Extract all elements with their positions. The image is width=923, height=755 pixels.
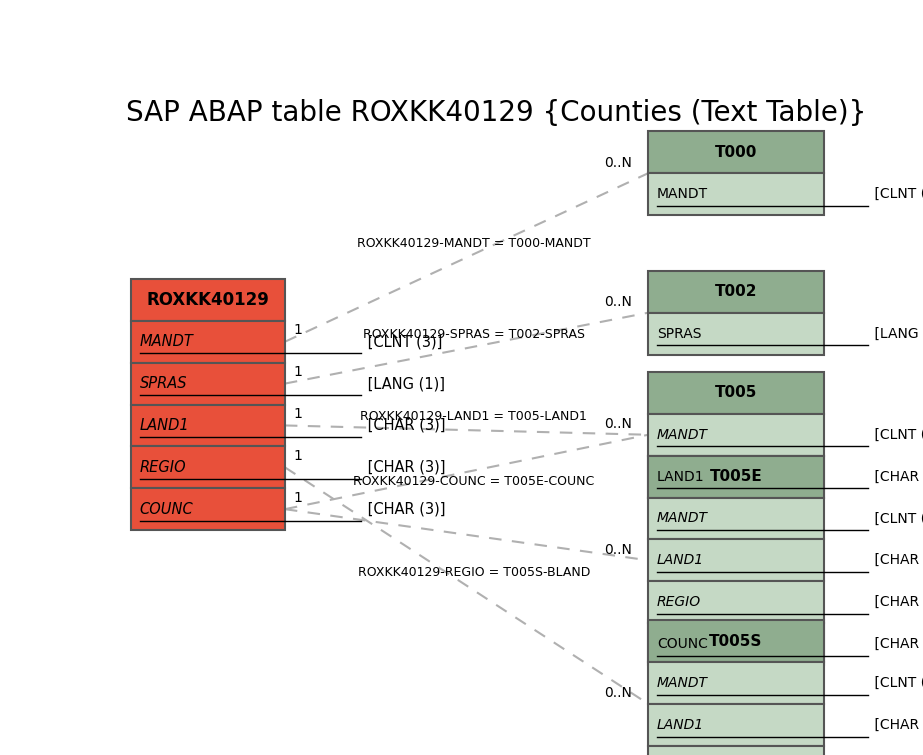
Text: ROXKK40129-SPRAS = T002-SPRAS: ROXKK40129-SPRAS = T002-SPRAS: [363, 328, 585, 341]
Text: T005E: T005E: [710, 469, 762, 484]
Text: 1: 1: [294, 407, 303, 421]
FancyBboxPatch shape: [648, 456, 823, 498]
FancyBboxPatch shape: [131, 488, 285, 530]
Text: 1: 1: [294, 323, 303, 337]
Text: T002: T002: [714, 284, 757, 299]
FancyBboxPatch shape: [648, 313, 823, 355]
Text: ROXKK40129-REGIO = T005S-BLAND: ROXKK40129-REGIO = T005S-BLAND: [357, 565, 590, 578]
FancyBboxPatch shape: [131, 279, 285, 321]
Text: 1: 1: [294, 365, 303, 379]
Text: REGIO: REGIO: [139, 460, 186, 475]
Text: T000: T000: [714, 145, 757, 160]
Text: SPRAS: SPRAS: [139, 376, 187, 391]
FancyBboxPatch shape: [648, 662, 823, 704]
Text: COUNC: COUNC: [657, 637, 708, 651]
Text: 0..N: 0..N: [604, 156, 632, 170]
Text: [CHAR (3)]: [CHAR (3)]: [870, 637, 923, 651]
FancyBboxPatch shape: [648, 581, 823, 623]
FancyBboxPatch shape: [131, 362, 285, 405]
Text: 0..N: 0..N: [604, 295, 632, 310]
FancyBboxPatch shape: [648, 131, 823, 173]
FancyBboxPatch shape: [648, 173, 823, 215]
Text: MANDT: MANDT: [657, 511, 708, 525]
Text: ROXKK40129-MANDT = T000-MANDT: ROXKK40129-MANDT = T000-MANDT: [357, 238, 591, 251]
FancyBboxPatch shape: [131, 321, 285, 362]
Text: LAND1: LAND1: [657, 553, 704, 567]
Text: [LANG (1)]: [LANG (1)]: [364, 376, 446, 391]
Text: ROXKK40129: ROXKK40129: [147, 291, 270, 309]
Text: [CHAR (3)]: [CHAR (3)]: [870, 470, 923, 484]
Text: COUNC: COUNC: [139, 501, 194, 516]
Text: MANDT: MANDT: [657, 428, 708, 442]
Text: 0..N: 0..N: [604, 686, 632, 701]
FancyBboxPatch shape: [648, 539, 823, 581]
Text: [CLNT (3)]: [CLNT (3)]: [364, 334, 443, 350]
Text: ROXKK40129-LAND1 = T005-LAND1: ROXKK40129-LAND1 = T005-LAND1: [360, 410, 587, 423]
Text: LAND1: LAND1: [657, 718, 704, 732]
FancyBboxPatch shape: [648, 623, 823, 665]
Text: LAND1: LAND1: [139, 418, 189, 433]
Text: SAP ABAP table ROXKK40129 {Counties (Text Table)}: SAP ABAP table ROXKK40129 {Counties (Tex…: [126, 100, 867, 128]
FancyBboxPatch shape: [648, 372, 823, 414]
Text: 0..N: 0..N: [604, 543, 632, 557]
FancyBboxPatch shape: [648, 746, 823, 755]
Text: 0..N: 0..N: [604, 418, 632, 431]
Text: [CLNT (3)]: [CLNT (3)]: [870, 187, 923, 201]
Text: [CHAR (3)]: [CHAR (3)]: [364, 460, 446, 475]
Text: [CHAR (3)]: [CHAR (3)]: [870, 553, 923, 567]
Text: T005S: T005S: [709, 633, 762, 649]
Text: SPRAS: SPRAS: [657, 327, 701, 341]
FancyBboxPatch shape: [648, 704, 823, 746]
FancyBboxPatch shape: [131, 405, 285, 446]
FancyBboxPatch shape: [648, 456, 823, 498]
Text: [CHAR (3)]: [CHAR (3)]: [364, 418, 446, 433]
Text: REGIO: REGIO: [657, 595, 701, 609]
FancyBboxPatch shape: [648, 498, 823, 539]
Text: MANDT: MANDT: [657, 676, 708, 690]
FancyBboxPatch shape: [648, 620, 823, 662]
Text: ROXKK40129-COUNC = T005E-COUNC: ROXKK40129-COUNC = T005E-COUNC: [354, 475, 594, 488]
Text: MANDT: MANDT: [657, 187, 708, 201]
Text: LAND1: LAND1: [657, 470, 704, 484]
FancyBboxPatch shape: [648, 271, 823, 313]
Text: [CHAR (3)]: [CHAR (3)]: [870, 595, 923, 609]
Text: [LANG (1)]: [LANG (1)]: [870, 327, 923, 341]
Text: 1: 1: [294, 448, 303, 463]
Text: [CLNT (3)]: [CLNT (3)]: [870, 511, 923, 525]
Text: T005: T005: [714, 385, 757, 400]
Text: [CHAR (3)]: [CHAR (3)]: [364, 501, 446, 516]
Text: [CLNT (3)]: [CLNT (3)]: [870, 676, 923, 690]
FancyBboxPatch shape: [648, 414, 823, 456]
Text: [CLNT (3)]: [CLNT (3)]: [870, 428, 923, 442]
FancyBboxPatch shape: [131, 446, 285, 488]
Text: [CHAR (3)]: [CHAR (3)]: [870, 718, 923, 732]
Text: 1: 1: [294, 491, 303, 504]
Text: MANDT: MANDT: [139, 334, 194, 350]
